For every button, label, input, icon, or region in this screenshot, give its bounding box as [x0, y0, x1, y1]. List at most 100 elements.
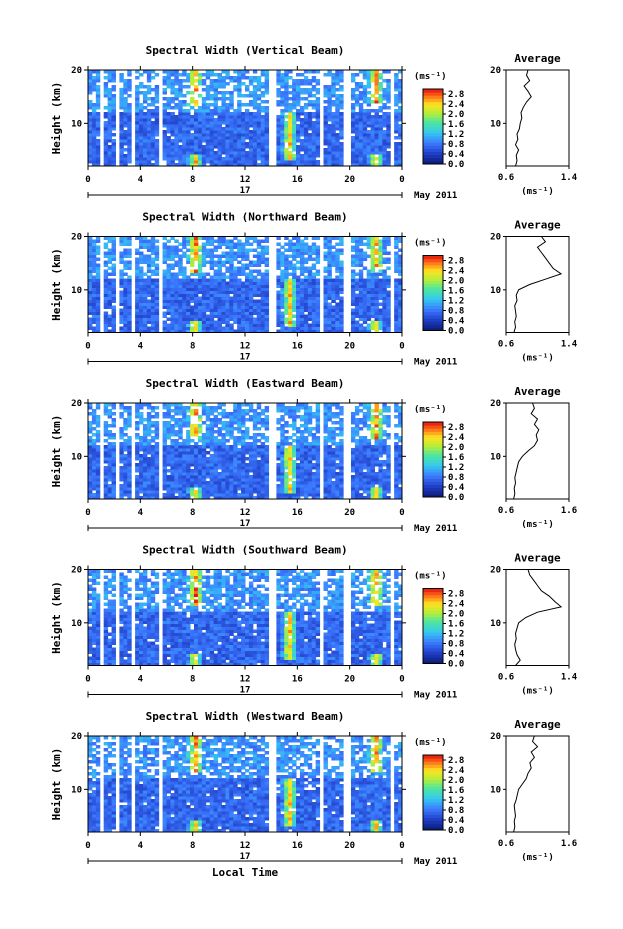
heatmap-cell — [162, 272, 167, 276]
average-profile-line — [514, 69, 532, 167]
heatmap-cell — [111, 73, 116, 77]
heatmap-cell — [88, 245, 93, 249]
heatmap-cell — [178, 314, 183, 318]
heatmap-cell — [296, 242, 301, 246]
heatmap-cell — [256, 94, 262, 98]
heatmap-cell — [170, 154, 175, 158]
heatmap-cell — [95, 314, 101, 318]
heatmap-cell — [91, 487, 97, 491]
heatmap-cell — [288, 248, 293, 252]
heatmap-cell — [190, 281, 195, 285]
heatmap-cell — [288, 139, 293, 143]
heatmap-cell — [95, 145, 101, 149]
heatmap-cell — [193, 448, 199, 452]
heatmap-cell — [386, 329, 391, 333]
heatmap-cell — [142, 472, 148, 476]
heatmap-cell — [193, 151, 199, 155]
heatmap-cell — [350, 236, 356, 240]
heatmap-cell — [174, 260, 179, 264]
heatmap-cell — [193, 139, 199, 143]
heatmap-cell — [221, 433, 226, 437]
heatmap-cell — [245, 272, 250, 276]
heatmap-cell — [135, 151, 140, 155]
heatmap-cell — [237, 293, 242, 297]
heatmap-cell — [146, 245, 152, 249]
heatmap-cell — [95, 151, 101, 155]
heatmap-cell — [241, 296, 246, 300]
heatmap-cell — [142, 100, 148, 104]
heatmap-cell — [311, 302, 317, 306]
heatmap-cell — [315, 251, 321, 255]
heatmap-cell — [299, 314, 305, 318]
heatmap-cell — [299, 281, 305, 285]
heatmap-cell — [248, 487, 254, 491]
heatmap-cell — [91, 266, 97, 270]
heatmap-cell — [315, 139, 321, 143]
heatmap-cell — [174, 308, 179, 312]
heatmap-cell — [354, 154, 360, 158]
heatmap-cell — [205, 418, 211, 422]
heatmap-cell — [197, 118, 203, 122]
heatmap-cell — [335, 269, 340, 273]
heatmap-cell — [339, 272, 344, 276]
heatmap-cell — [241, 320, 246, 324]
heatmap-cell — [139, 130, 144, 134]
heatmap-cell — [327, 142, 332, 146]
heatmap-cell — [366, 103, 372, 107]
heatmap-cell — [339, 163, 344, 167]
heatmap-cell — [103, 326, 109, 330]
heatmap-cell — [394, 245, 399, 249]
heatmap-cell — [256, 76, 262, 80]
heatmap-cell — [119, 296, 124, 300]
heatmap-cell — [315, 148, 321, 152]
heatmap-cell — [229, 130, 234, 134]
heatmap-cell — [331, 260, 336, 264]
heatmap-cell — [237, 103, 242, 107]
heatmap-cell — [233, 481, 238, 485]
heatmap-cell — [166, 433, 171, 437]
heatmap-cell — [248, 76, 254, 80]
heatmap-cell — [237, 406, 242, 410]
heatmap-cell — [276, 323, 281, 327]
heatmap-cell — [245, 239, 250, 243]
heatmap-cell — [209, 112, 215, 116]
heatmap-cell — [323, 326, 328, 330]
heatmap-cell — [111, 481, 116, 485]
heatmap-cell — [154, 445, 160, 449]
heatmap-cell — [217, 466, 222, 470]
heatmap-cell — [311, 151, 317, 155]
heatmap-cell — [193, 293, 199, 297]
heatmap-cell — [107, 151, 113, 155]
heatmap-cell — [91, 278, 97, 282]
heatmap-cell — [331, 88, 336, 92]
heatmap-cell — [197, 457, 203, 461]
heatmap-cell — [288, 85, 293, 89]
heatmap-cell — [201, 299, 207, 303]
heatmap-cell — [280, 109, 285, 113]
heatmap-cell — [370, 260, 376, 264]
heatmap-cell — [370, 109, 376, 113]
heatmap-cell — [225, 281, 230, 285]
heatmap-cell — [107, 97, 113, 101]
heatmap-cell — [307, 118, 313, 122]
heatmap-cell — [354, 139, 360, 143]
heatmap-cell — [366, 148, 372, 152]
heatmap-cell — [166, 124, 171, 128]
heatmap-cell — [237, 148, 242, 152]
heatmap-cell — [146, 281, 152, 285]
heatmap-cell — [170, 314, 175, 318]
heatmap-cell — [296, 154, 301, 158]
heatmap-cell — [88, 448, 93, 452]
heatmap-cell — [111, 239, 116, 243]
heatmap-cell — [296, 82, 301, 86]
heatmap-cell — [225, 430, 230, 434]
heatmap-cell — [111, 445, 116, 449]
heatmap-cell — [135, 445, 140, 449]
heatmap-cell — [209, 469, 215, 473]
heatmap-cell — [103, 427, 109, 431]
heatmap-cell — [323, 127, 328, 131]
heatmap-cell — [245, 457, 250, 461]
heatmap-cell — [237, 145, 242, 149]
heatmap-cell — [91, 127, 97, 131]
heatmap-cell — [350, 121, 356, 125]
